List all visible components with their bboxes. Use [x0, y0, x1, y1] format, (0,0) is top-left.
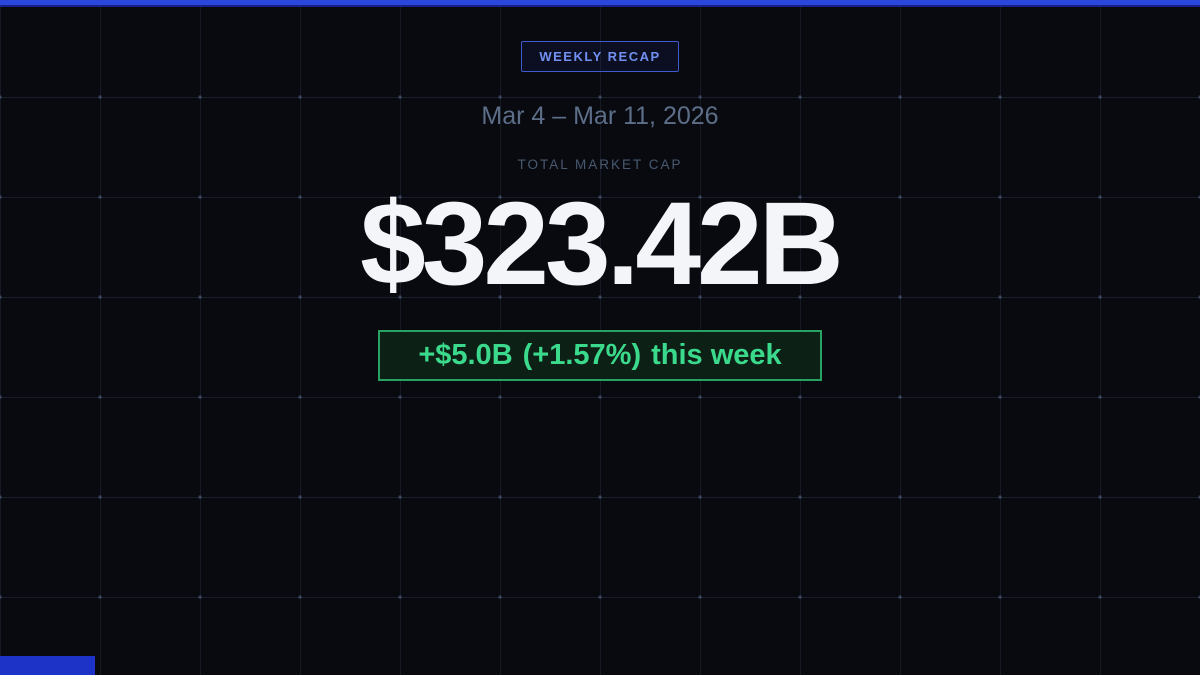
top-accent-bar	[0, 0, 1200, 7]
weekly-recap-label: WEEKLY RECAP	[539, 49, 661, 64]
change-absolute: +$5.0B	[418, 339, 513, 371]
date-range: Mar 4 – Mar 11, 2026	[481, 102, 719, 130]
weekly-change-badge: +$5.0B (+1.57%) this week	[378, 330, 822, 381]
metric-label: TOTAL MARKET CAP	[517, 157, 683, 172]
change-period: this week	[651, 339, 782, 371]
market-cap-value: $323.42B	[360, 178, 844, 310]
weekly-recap-badge: WEEKLY RECAP	[521, 41, 679, 72]
change-percent: (+1.57%)	[522, 339, 642, 371]
bottom-accent-bar	[0, 656, 95, 675]
